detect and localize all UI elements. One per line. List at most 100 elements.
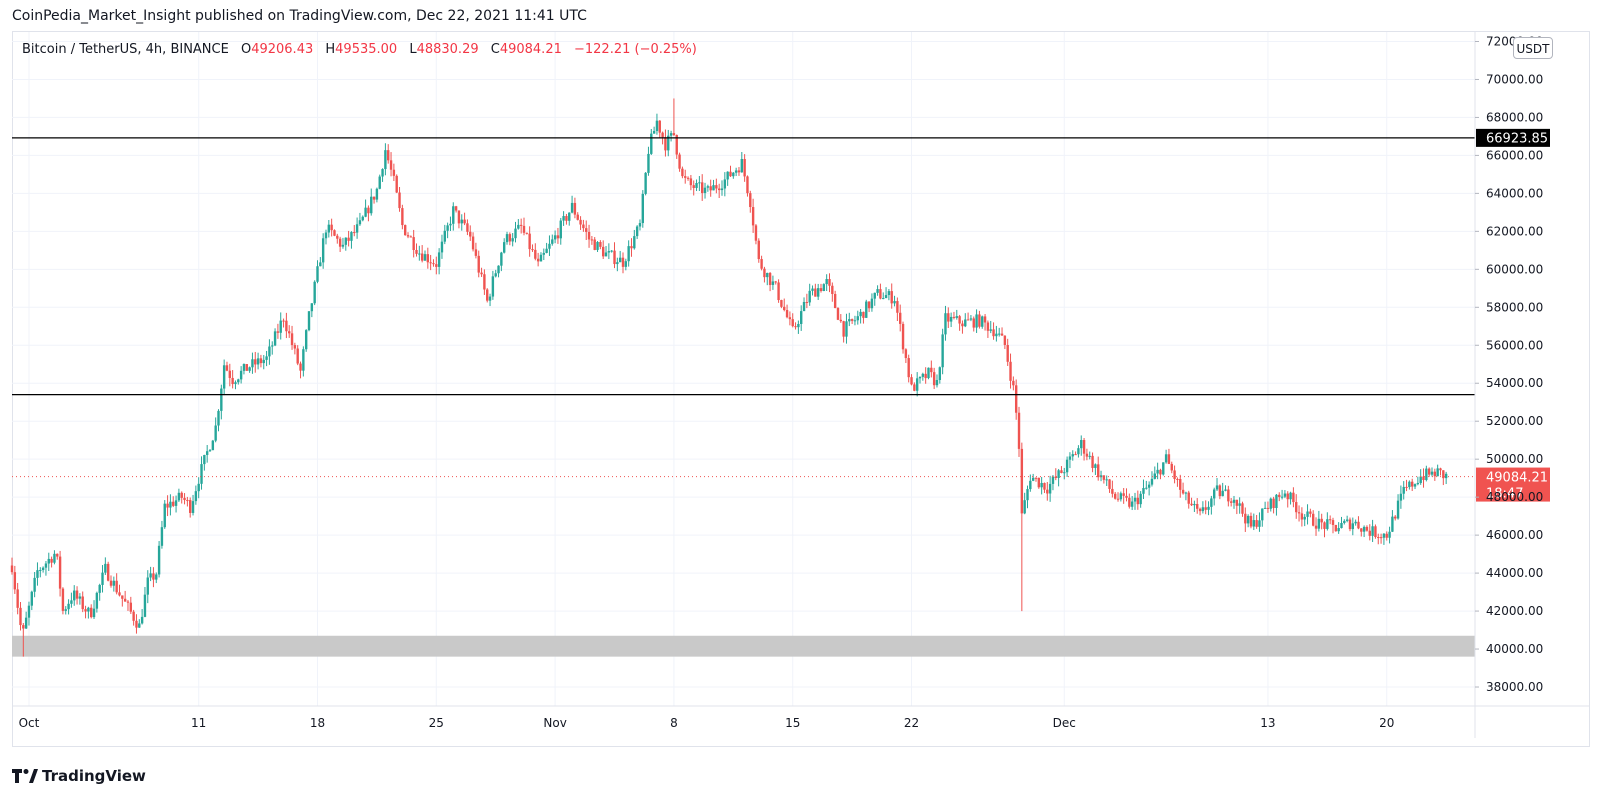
- candle-down: [1377, 537, 1380, 539]
- candle-down: [469, 231, 472, 237]
- candle-down: [1439, 468, 1442, 471]
- candle-down: [1012, 380, 1015, 386]
- candle-up: [344, 237, 347, 245]
- candle-up: [500, 252, 503, 266]
- candle-up: [517, 224, 520, 229]
- candle-up: [361, 216, 364, 221]
- candle-down: [123, 598, 127, 602]
- candle-up: [242, 364, 246, 371]
- candle-down: [791, 319, 794, 327]
- candle-down: [471, 236, 475, 250]
- candle-up: [703, 187, 707, 194]
- x-tick-label: 18: [310, 716, 325, 730]
- candle-down: [831, 285, 834, 294]
- candle-down: [599, 242, 602, 247]
- candle-up: [1362, 526, 1366, 532]
- candle-down: [1204, 507, 1207, 510]
- candle-down: [463, 219, 466, 224]
- candle-down: [1159, 469, 1162, 475]
- y-tick-label: 70000.00: [1486, 72, 1543, 86]
- candle-up: [938, 367, 942, 380]
- candle-up: [1026, 489, 1029, 501]
- candle-down: [129, 602, 133, 612]
- candle-up: [440, 241, 444, 253]
- candle-down: [1190, 503, 1193, 506]
- candle-up: [1156, 469, 1159, 474]
- candle-up: [893, 301, 896, 304]
- candle-up: [1088, 455, 1091, 457]
- candle-up: [1147, 484, 1151, 488]
- candle-up: [211, 440, 215, 451]
- bar-countdown-label: 18:47: [1486, 487, 1523, 502]
- candle-down: [132, 611, 135, 621]
- candle-down: [483, 274, 486, 290]
- candle-up: [1193, 503, 1196, 506]
- candle-down: [737, 170, 741, 173]
- candle-up: [1051, 476, 1055, 484]
- candle-down: [709, 186, 712, 191]
- candle-up: [177, 492, 181, 501]
- footer-brand[interactable]: TradingView: [12, 766, 146, 786]
- candle-up: [655, 120, 659, 132]
- candle-down: [930, 367, 933, 373]
- candle-down: [701, 182, 704, 194]
- candle-down: [1227, 489, 1230, 502]
- candle-up: [1099, 475, 1103, 478]
- candle-down: [760, 259, 763, 269]
- y-tick-label: 48000.00: [1486, 490, 1543, 504]
- x-tick-label: Oct: [19, 716, 40, 730]
- candle-up: [1289, 492, 1292, 500]
- candle-up: [559, 220, 562, 239]
- candle-up: [1105, 479, 1108, 481]
- candle-up: [163, 503, 166, 528]
- candle-down: [1422, 476, 1425, 481]
- candle-up: [553, 235, 557, 240]
- candle-up: [1246, 515, 1250, 524]
- candle-up: [160, 527, 164, 546]
- candle-up: [234, 382, 237, 385]
- y-tick-label: 64000.00: [1486, 186, 1543, 200]
- candle-up: [1343, 520, 1346, 523]
- candle-down: [828, 279, 831, 286]
- candle-up: [350, 232, 353, 241]
- candle-down: [347, 237, 350, 241]
- candle-up: [859, 311, 862, 317]
- candle-up: [1119, 493, 1123, 500]
- candle-down: [403, 225, 407, 236]
- candle-down: [1334, 524, 1338, 532]
- candle-up: [381, 169, 384, 177]
- currency-unit-button[interactable]: USDT: [1513, 37, 1553, 59]
- candle-up: [1337, 528, 1340, 532]
- candle-up: [208, 450, 212, 452]
- candle-down: [910, 377, 913, 385]
- candle-up: [1094, 464, 1097, 468]
- candle-down: [126, 601, 130, 603]
- candle-up: [1416, 482, 1420, 485]
- candle-up: [364, 207, 367, 217]
- candle-down: [1249, 515, 1253, 527]
- candle-up: [304, 330, 308, 350]
- candle-up: [1326, 519, 1329, 529]
- candle-up: [921, 373, 925, 377]
- high-value: 49535.00: [335, 42, 398, 57]
- candle-down: [1108, 479, 1111, 489]
- candle-down: [1097, 464, 1100, 478]
- candle-up: [1317, 518, 1321, 529]
- candle-up: [488, 296, 492, 301]
- candle-up: [174, 500, 178, 506]
- candle-up: [146, 577, 149, 595]
- candle-down: [1297, 512, 1301, 514]
- candle-down: [16, 589, 19, 608]
- candle-down: [90, 607, 93, 618]
- candle-up: [1283, 493, 1287, 497]
- candle-down: [290, 333, 294, 346]
- candle-down: [1328, 519, 1332, 521]
- candle-down: [958, 316, 961, 324]
- candle-down: [689, 178, 693, 186]
- grid: [12, 32, 1475, 706]
- candle-up: [825, 279, 828, 285]
- candle-down: [749, 193, 752, 208]
- candle-up: [1388, 531, 1391, 538]
- candle-down: [282, 320, 285, 322]
